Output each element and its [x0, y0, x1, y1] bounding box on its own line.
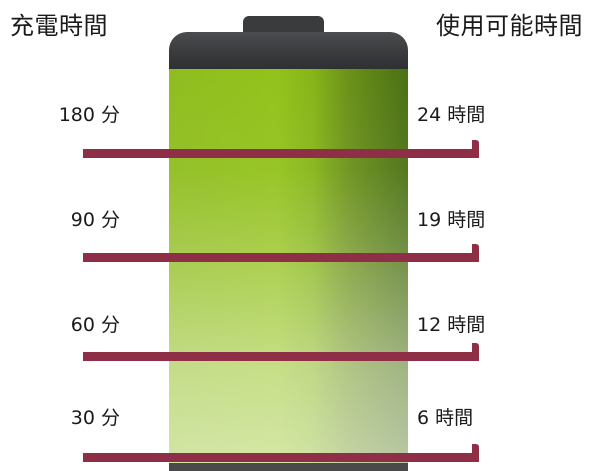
usage-label-12: 12 時間	[417, 314, 486, 336]
usage-label-6: 6 時間	[417, 407, 474, 429]
level-marker-line	[83, 343, 479, 361]
charge-time-heading: 充電時間	[10, 12, 108, 40]
level-marker-line	[83, 244, 479, 262]
level-marker-line	[83, 444, 479, 462]
charge-label-90: 90 分	[70, 209, 120, 231]
battery-cap	[169, 32, 408, 69]
level-marker-line	[83, 140, 479, 158]
charge-label-180: 180 分	[58, 104, 120, 126]
battery-body	[169, 69, 408, 471]
battery-icon	[169, 16, 408, 471]
charge-label-60: 60 分	[70, 314, 120, 336]
usage-label-24: 24 時間	[417, 104, 486, 126]
charge-label-30: 30 分	[70, 407, 120, 429]
usage-time-heading: 使用可能時間	[436, 12, 583, 40]
usage-label-19: 19 時間	[417, 209, 486, 231]
battery-base	[169, 463, 408, 471]
